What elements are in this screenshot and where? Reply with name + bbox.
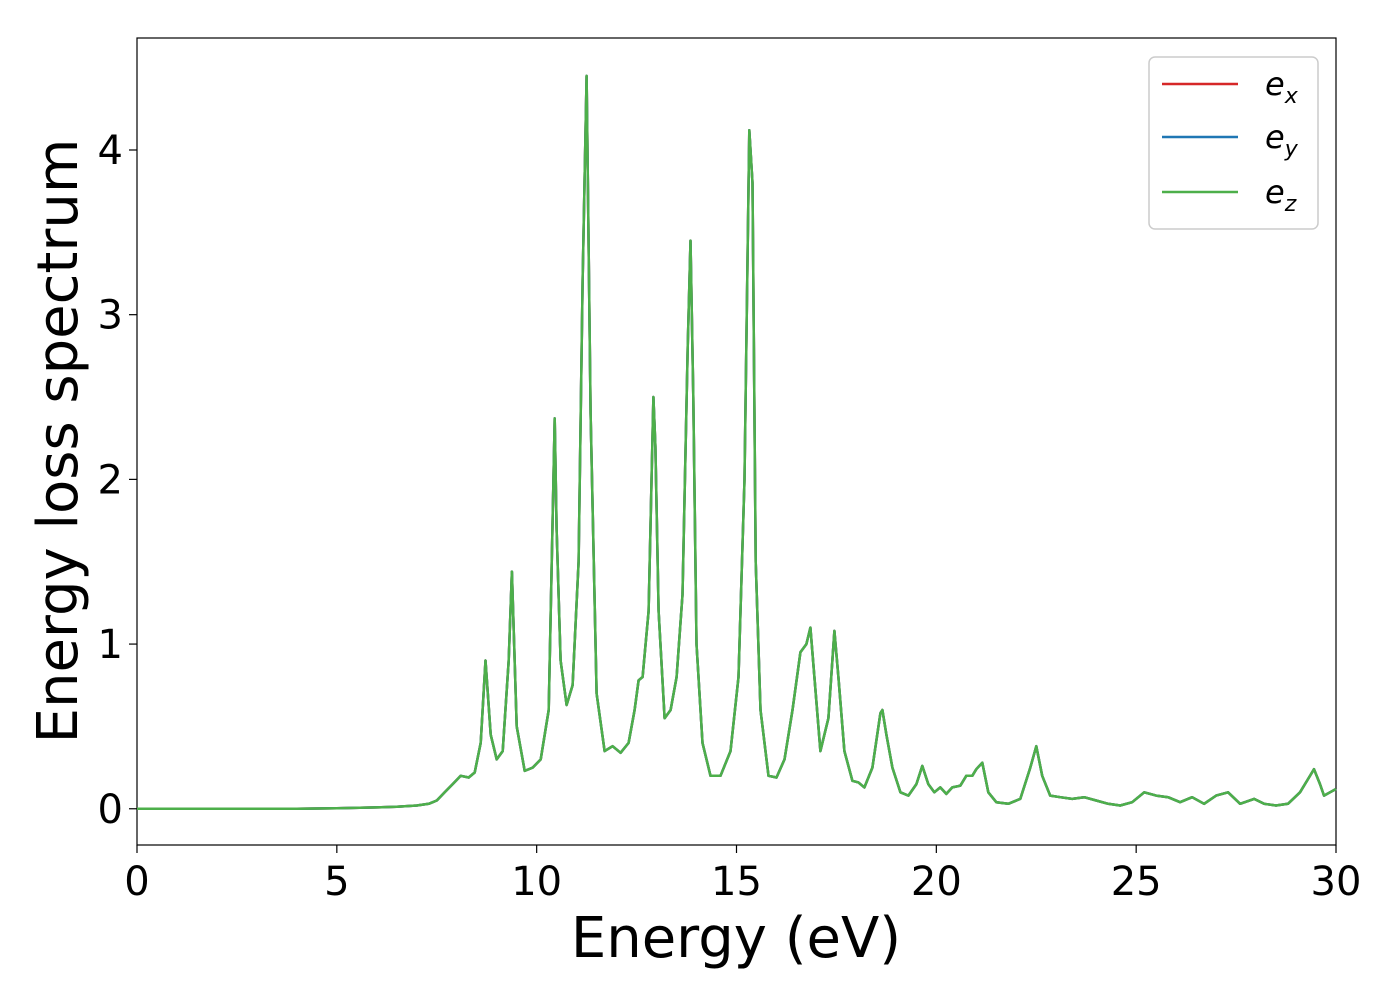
legend: ex ey ez (1148, 56, 1319, 230)
x-tick-label: 5 (324, 859, 349, 905)
y-tick-label: 4 (98, 128, 123, 174)
x-tick-label: 20 (911, 859, 962, 905)
legend-label-ex: ex (1265, 65, 1299, 109)
y-tick-label: 0 (98, 787, 123, 833)
y-axis-label: Energy loss spectrum (26, 139, 91, 744)
legend-label-ey: ey (1265, 118, 1299, 162)
ticks-layer: 0 5 10 15 20 25 30 0 1 2 3 4 (98, 128, 1362, 905)
y-tick-label: 2 (98, 457, 123, 503)
x-tick-label: 0 (124, 859, 149, 905)
y-tick-label: 1 (98, 622, 123, 668)
x-tick-label: 25 (1111, 859, 1162, 905)
x-tick-label: 30 (1311, 859, 1362, 905)
series-layer (137, 74, 1337, 811)
x-tick-label: 10 (511, 859, 562, 905)
x-axis-label: Energy (eV) (571, 906, 901, 971)
plot-area (136, 37, 1337, 846)
series-line-ez (137, 74, 1337, 811)
legend-box (1148, 56, 1319, 230)
y-tick-label: 3 (98, 293, 123, 339)
legend-label-ez: ez (1265, 173, 1297, 217)
x-tick-label: 15 (711, 859, 762, 905)
